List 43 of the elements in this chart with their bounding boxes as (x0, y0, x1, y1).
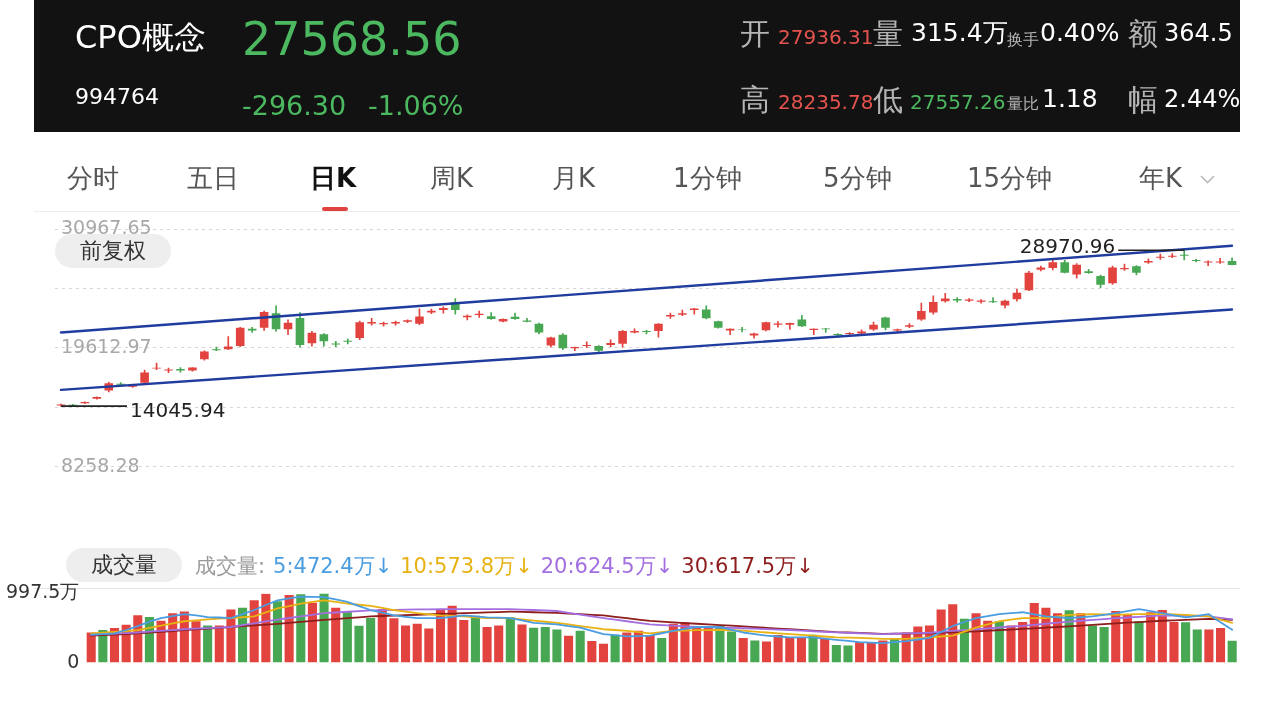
chart-title: 成交量 (66, 548, 182, 582)
series-label: 10:573.8万↓ (400, 553, 533, 580)
y-tick-label: 8258.28 (61, 453, 140, 476)
text: 额 (1128, 16, 1158, 52)
text: 分时 (67, 163, 119, 195)
legend-title: 成交量: (195, 553, 266, 580)
text: 27568.56 (242, 12, 462, 68)
text: 28235.78 (778, 90, 874, 114)
text: 换手 (1007, 30, 1039, 50)
text: 994764 (75, 84, 159, 111)
text: 15分钟 (967, 163, 1053, 195)
text: 周K (430, 163, 474, 195)
text: 五日 (187, 163, 239, 195)
text: 量 (873, 16, 903, 52)
text: 2.44% (1164, 85, 1241, 114)
text: 量比 (1007, 94, 1039, 114)
series-label: 20:624.5万↓ (540, 553, 674, 580)
text: 27557.26 (910, 90, 1006, 114)
y-tick-label: 0 (67, 649, 80, 672)
text: 5分钟 (823, 163, 892, 195)
text: 年K (1139, 163, 1183, 195)
text: 27936.31 (778, 25, 874, 49)
text: 日K (310, 163, 357, 195)
annotation: 28970.96 (1019, 234, 1116, 259)
text: 幅 (1128, 82, 1158, 118)
text: CPO概念 (75, 18, 206, 57)
text: 315.4万 (911, 18, 1008, 47)
annotation: 14045.94 (129, 398, 226, 423)
text: 1.18 (1042, 84, 1098, 114)
text: -1.06% (368, 90, 464, 123)
text: 30:617.5万↓ (681, 553, 814, 580)
text: -296.30 (242, 90, 347, 123)
chart-title: 前复权 (55, 234, 171, 268)
y-tick-label: 19612.97 (61, 334, 152, 357)
text: 月K (552, 163, 596, 195)
series-label: 5:472.4万↓ (273, 553, 393, 580)
text: 364.5 (1164, 19, 1233, 48)
text: 开 (740, 16, 770, 52)
text: 低 (873, 82, 903, 118)
text: 0.40% (1040, 18, 1120, 48)
text: 1分钟 (673, 163, 742, 195)
y-tick-label: 997.5万 (5, 580, 80, 603)
text: 高 (740, 82, 770, 118)
